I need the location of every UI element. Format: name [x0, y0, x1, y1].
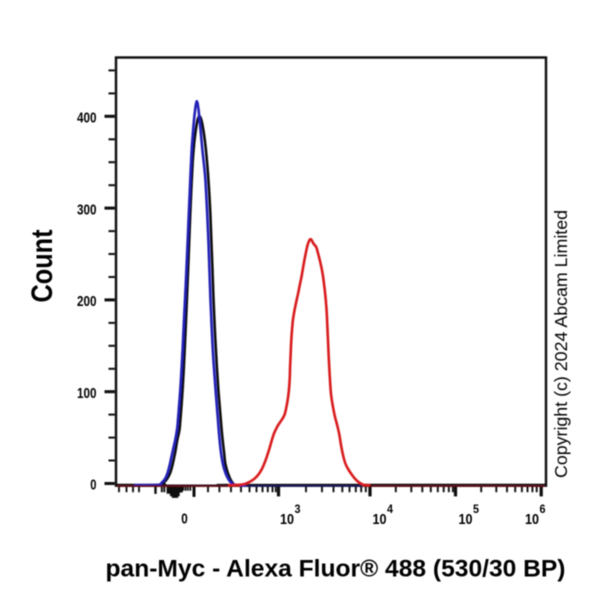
svg-text:300: 300 [77, 202, 97, 218]
svg-text:4: 4 [387, 504, 394, 516]
svg-text:400: 400 [77, 111, 97, 127]
svg-text:0: 0 [90, 477, 96, 493]
svg-text:0: 0 [181, 511, 188, 528]
svg-text:200: 200 [77, 294, 97, 310]
svg-text:100: 100 [77, 386, 97, 402]
svg-text:10: 10 [459, 511, 473, 528]
svg-text:Copyright (c) 2024 Abcam Limit: Copyright (c) 2024 Abcam Limited [551, 210, 571, 478]
svg-text:5: 5 [473, 504, 480, 516]
svg-text:6: 6 [540, 504, 546, 516]
svg-text:10: 10 [280, 511, 294, 528]
svg-text:Count: Count [26, 230, 59, 303]
svg-text:10: 10 [525, 511, 539, 528]
svg-text:10: 10 [373, 511, 387, 528]
svg-text:pan-Myc - Alexa Fluor® 488 (53: pan-Myc - Alexa Fluor® 488 (530/30 BP) [106, 556, 566, 583]
svg-text:3: 3 [295, 504, 301, 516]
